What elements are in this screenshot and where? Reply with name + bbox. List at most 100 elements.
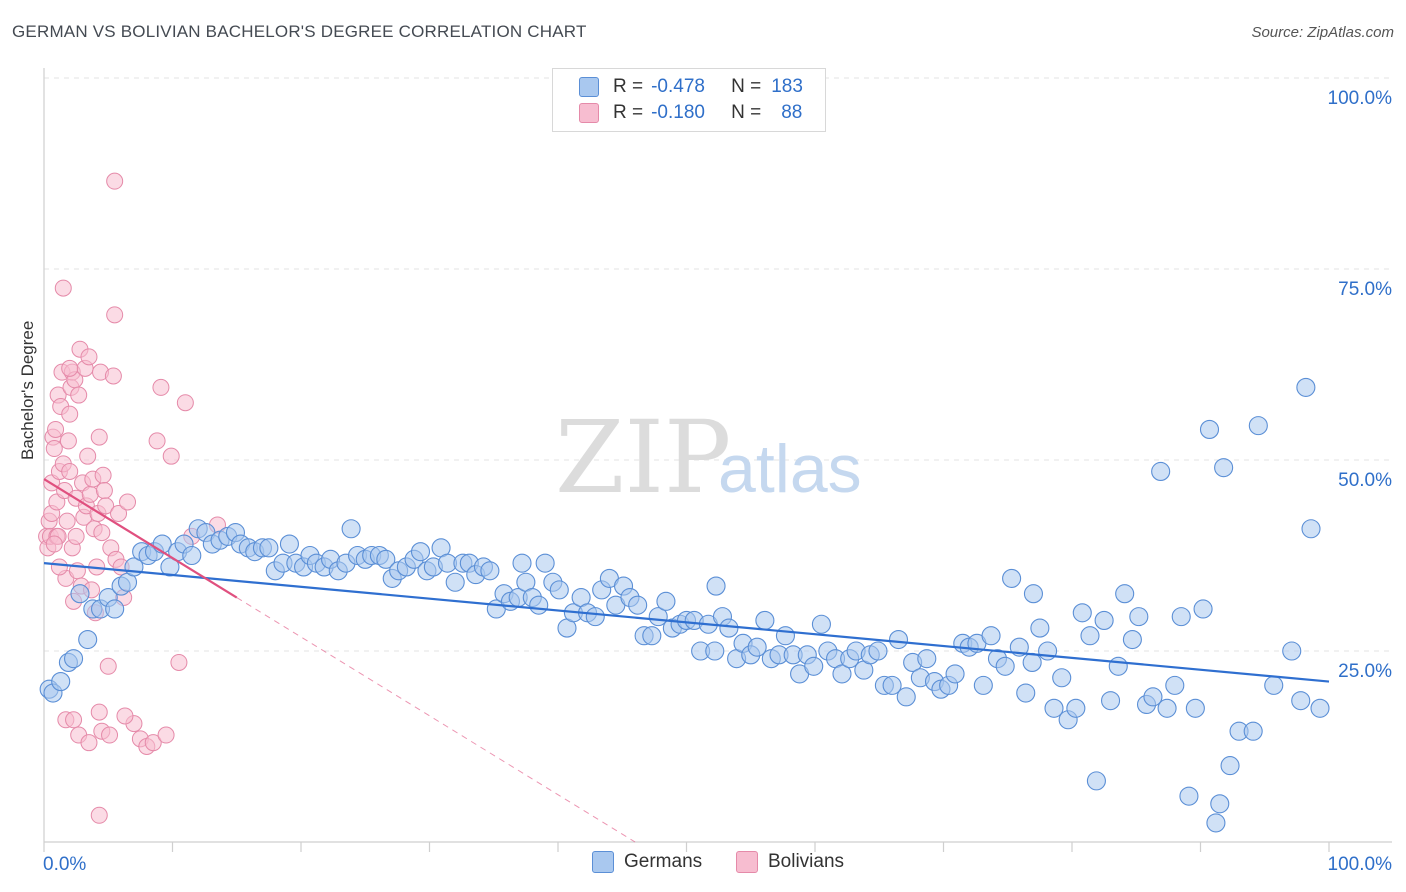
german-point bbox=[512, 553, 532, 573]
bottom-legend-germans[interactable]: Germans bbox=[592, 851, 702, 873]
german-point bbox=[1185, 698, 1205, 718]
bolivians-r-label: R = bbox=[613, 102, 644, 123]
bolivian-point bbox=[54, 279, 72, 297]
german-point bbox=[160, 557, 180, 577]
bolivian-point bbox=[116, 707, 134, 725]
german-point bbox=[1080, 626, 1100, 646]
y-tick-label: 50.0% bbox=[1338, 470, 1392, 491]
bolivian-point bbox=[59, 432, 77, 450]
german-point bbox=[445, 572, 465, 592]
german-point bbox=[410, 542, 431, 562]
bolivian-point bbox=[61, 405, 79, 423]
german-point bbox=[1122, 629, 1142, 650]
german-point bbox=[105, 599, 125, 619]
legend-row-germans: R = -0.478 N = 183 bbox=[553, 74, 803, 100]
german-point bbox=[1101, 691, 1121, 711]
chart-title: GERMAN VS BOLIVIAN BACHELOR'S DEGREE COR… bbox=[12, 22, 587, 41]
bolivian-point bbox=[65, 711, 83, 729]
germans-r-label: R = bbox=[613, 76, 644, 97]
germans-swatch bbox=[579, 77, 599, 97]
bolivian-point bbox=[90, 703, 108, 721]
bolivian-point bbox=[157, 726, 175, 744]
german-point bbox=[868, 641, 888, 661]
german-point bbox=[705, 641, 725, 661]
german-point bbox=[804, 656, 824, 676]
bolivians-swatch bbox=[579, 103, 599, 123]
german-point bbox=[1022, 652, 1042, 673]
trend-lines bbox=[43, 478, 1330, 843]
german-point bbox=[1052, 668, 1072, 688]
german-point bbox=[882, 675, 902, 695]
german-point bbox=[1199, 419, 1220, 439]
bolivian-point bbox=[104, 367, 122, 385]
legend-row-bolivians: R = -0.180 N = 88 bbox=[553, 100, 802, 126]
german-point bbox=[1179, 786, 1199, 806]
german-point bbox=[1115, 584, 1135, 604]
bolivian-point bbox=[80, 734, 98, 752]
german-point bbox=[1094, 610, 1114, 630]
bolivian-point bbox=[97, 497, 115, 515]
german-point bbox=[259, 538, 279, 558]
stats-legend: R = -0.478 N = 183 R = -0.180 N = 88 bbox=[552, 68, 826, 132]
german-point bbox=[1248, 416, 1268, 436]
german-trend-line bbox=[43, 562, 1330, 683]
bolivian-trend-line bbox=[43, 478, 238, 599]
bolivian-point bbox=[170, 653, 188, 671]
bottom-legend-bolivians[interactable]: Bolivians bbox=[736, 851, 844, 873]
y-tick-label: 25.0% bbox=[1338, 661, 1392, 682]
germans-legend-swatch bbox=[592, 851, 614, 873]
german-point bbox=[64, 649, 84, 669]
bolivians-legend-label: Bolivians bbox=[768, 851, 845, 872]
bolivian-point bbox=[99, 657, 117, 675]
german-point bbox=[51, 672, 71, 692]
german-point bbox=[811, 614, 831, 634]
german-point bbox=[1143, 687, 1163, 707]
grid-lines bbox=[44, 77, 1392, 652]
tick-labels: 25.0% 50.0% 75.0% 100.0% 0.0% 100.0% bbox=[43, 88, 1392, 875]
german-point bbox=[1165, 675, 1185, 695]
german-point bbox=[1151, 461, 1171, 482]
bolivian-point bbox=[61, 359, 79, 377]
german-point bbox=[1310, 698, 1330, 718]
bolivian-points bbox=[38, 172, 226, 824]
german-point bbox=[888, 629, 909, 650]
bolivian-point bbox=[162, 447, 180, 465]
german-point bbox=[1016, 683, 1036, 703]
watermark-atlas: atlas bbox=[718, 431, 862, 507]
german-point bbox=[78, 629, 98, 650]
german-point bbox=[480, 561, 500, 581]
german-point bbox=[1282, 641, 1302, 661]
bolivian-point bbox=[67, 527, 85, 545]
german-point bbox=[896, 687, 916, 707]
german-point bbox=[1193, 599, 1213, 619]
bolivian-point bbox=[144, 734, 162, 752]
bolivian-point bbox=[45, 535, 63, 553]
german-point bbox=[1301, 519, 1321, 539]
germans-n-label: N = bbox=[731, 76, 762, 97]
bolivians-r-value: -0.180 bbox=[651, 102, 705, 123]
x-tick-label-max: 100.0% bbox=[1328, 854, 1393, 875]
german-point bbox=[656, 591, 676, 611]
german-point bbox=[70, 584, 90, 604]
german-point bbox=[1023, 584, 1043, 604]
bolivians-n-value: 88 bbox=[781, 102, 803, 123]
german-point bbox=[755, 610, 775, 630]
bolivian-point bbox=[61, 462, 79, 480]
german-point bbox=[1220, 756, 1240, 776]
bolivian-point bbox=[106, 306, 124, 324]
german-point bbox=[706, 576, 726, 596]
german-point bbox=[995, 656, 1015, 676]
bolivian-point bbox=[95, 482, 113, 500]
german-point bbox=[1264, 675, 1284, 695]
german-point bbox=[628, 595, 648, 615]
german-point bbox=[1066, 698, 1086, 718]
watermark: ZIP atlas bbox=[555, 399, 862, 516]
german-point bbox=[1086, 771, 1106, 791]
germans-r-value: -0.478 bbox=[651, 76, 705, 97]
german-point bbox=[585, 607, 605, 627]
bolivian-point bbox=[106, 172, 124, 190]
german-point bbox=[917, 649, 937, 669]
x-tick-label-min: 0.0% bbox=[43, 854, 86, 875]
bolivian-point bbox=[152, 378, 170, 396]
